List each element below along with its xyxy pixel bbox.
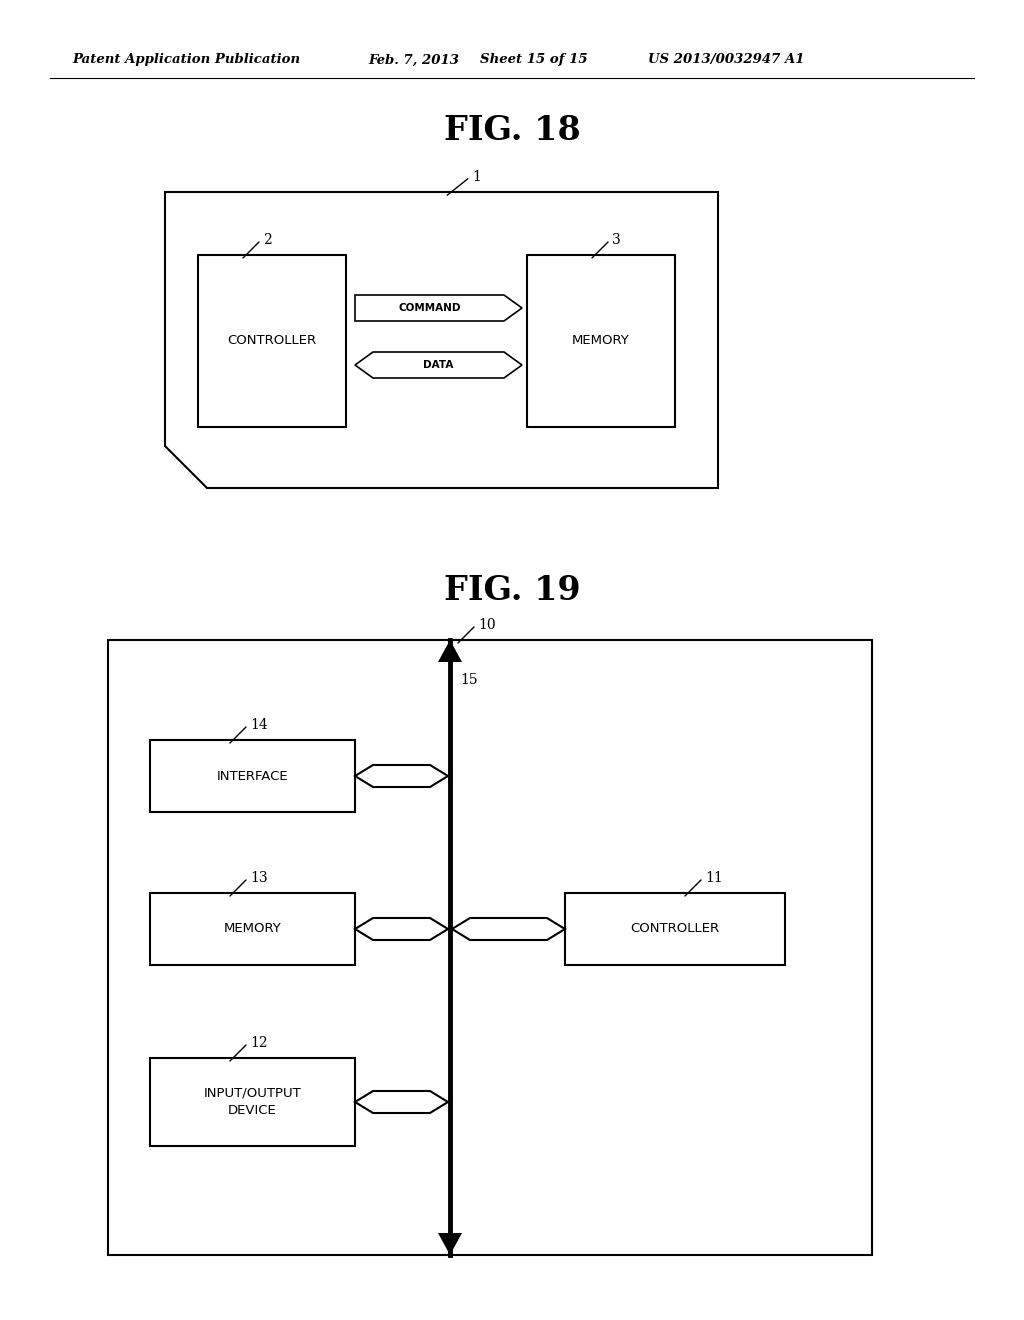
Text: FIG. 19: FIG. 19 bbox=[443, 573, 581, 606]
Polygon shape bbox=[438, 1233, 462, 1255]
Text: 15: 15 bbox=[460, 673, 477, 686]
Text: Patent Application Publication: Patent Application Publication bbox=[72, 54, 300, 66]
Text: FIG. 18: FIG. 18 bbox=[443, 114, 581, 147]
Text: MEMORY: MEMORY bbox=[572, 334, 630, 347]
Text: CONTROLLER: CONTROLLER bbox=[631, 923, 720, 936]
Bar bbox=[150, 741, 355, 812]
Polygon shape bbox=[355, 766, 449, 787]
Bar bbox=[527, 255, 675, 426]
Polygon shape bbox=[355, 352, 522, 378]
Text: MEMORY: MEMORY bbox=[223, 923, 282, 936]
Text: 14: 14 bbox=[250, 718, 267, 733]
Text: 12: 12 bbox=[250, 1036, 267, 1049]
Text: Sheet 15 of 15: Sheet 15 of 15 bbox=[480, 54, 588, 66]
Text: INPUT/OUTPUT
DEVICE: INPUT/OUTPUT DEVICE bbox=[204, 1086, 301, 1117]
Text: INTERFACE: INTERFACE bbox=[217, 770, 289, 783]
Text: US 2013/0032947 A1: US 2013/0032947 A1 bbox=[648, 54, 805, 66]
Text: 11: 11 bbox=[705, 871, 723, 884]
Text: COMMAND: COMMAND bbox=[398, 304, 461, 313]
Text: Feb. 7, 2013: Feb. 7, 2013 bbox=[368, 54, 459, 66]
Bar bbox=[198, 255, 346, 426]
Polygon shape bbox=[355, 1092, 449, 1113]
Polygon shape bbox=[452, 917, 565, 940]
Polygon shape bbox=[355, 917, 449, 940]
Polygon shape bbox=[355, 294, 522, 321]
Bar bbox=[565, 894, 785, 965]
Bar bbox=[150, 1059, 355, 1146]
Text: 2: 2 bbox=[263, 234, 271, 247]
Bar bbox=[150, 894, 355, 965]
Text: 1: 1 bbox=[472, 170, 481, 183]
Polygon shape bbox=[438, 640, 462, 663]
Text: DATA: DATA bbox=[423, 360, 454, 370]
Text: 3: 3 bbox=[612, 234, 621, 247]
Text: 10: 10 bbox=[478, 618, 496, 632]
Bar bbox=[108, 640, 872, 1255]
Text: 13: 13 bbox=[250, 871, 267, 884]
Text: CONTROLLER: CONTROLLER bbox=[227, 334, 316, 347]
